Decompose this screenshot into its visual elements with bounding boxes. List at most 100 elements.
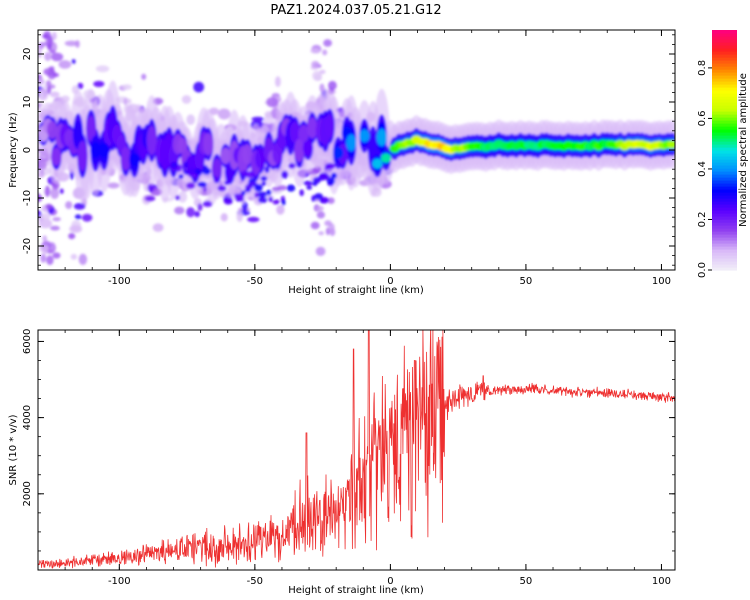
colorbar-step (712, 258, 737, 262)
spectrogram-cell (52, 72, 60, 78)
spectrogram-cell (73, 203, 86, 210)
spectrogram-cell (244, 187, 251, 193)
spectrogram-cell (275, 76, 281, 88)
snr-x-label: Height of straight line (km) (288, 585, 424, 596)
spectrogram-cell (145, 196, 156, 202)
spectrogram-cell (47, 69, 56, 80)
x-tick-label: 0 (387, 276, 393, 287)
spectrogram-cell (312, 177, 321, 184)
spectrogram-cell (98, 142, 110, 158)
colorbar-step (712, 180, 737, 184)
spectrogram-cell (90, 141, 101, 158)
spectrogram-cell (257, 191, 267, 198)
x-tick-label: -100 (108, 276, 131, 287)
spectrogram-cell (217, 108, 231, 120)
spectrogram-cell (667, 140, 675, 149)
snr-series-line (38, 330, 675, 569)
spectrogram-cell (266, 189, 272, 196)
spectrogram-cell (264, 166, 270, 173)
colorbar-step (712, 120, 737, 124)
spectrogram-cell (78, 253, 88, 265)
spectrogram-cell (271, 186, 281, 192)
spectrogram-cell (175, 195, 181, 201)
spectrogram-cell (220, 213, 228, 222)
y-tick-label: 6000 (22, 329, 33, 354)
colorbar-step (712, 42, 737, 46)
spectrogram-cell (39, 91, 44, 99)
spectrogram-cell (359, 129, 370, 143)
spectrogram-cell (40, 253, 47, 263)
colorbar-step (712, 147, 737, 151)
colorbar-tick-label: 0.4 (697, 161, 708, 177)
y-tick-label: 10 (22, 96, 33, 109)
spectrogram-cell (266, 97, 279, 108)
spectrogram-cell (333, 146, 344, 159)
y-tick-label: -10 (22, 190, 33, 206)
colorbar-step (712, 39, 737, 43)
spectrogram-y-label: Frequency (Hz) (8, 112, 19, 188)
spectrogram-cell (129, 153, 140, 167)
spectrogram-cell (319, 196, 330, 204)
spectrogram-cell (177, 137, 188, 154)
spectrogram-cell (52, 217, 61, 222)
spectrogram-cell (261, 181, 267, 186)
colorbar-step (712, 216, 737, 220)
spectrogram-cell (47, 43, 52, 51)
spectrogram-cell (289, 121, 301, 144)
colorbar-step (712, 48, 737, 52)
colorbar-step (712, 96, 737, 100)
spectrogram-cell (299, 189, 305, 197)
spectrogram-cell (44, 52, 52, 61)
colorbar-step (712, 150, 737, 154)
snr-frame (37, 329, 676, 571)
spectrogram-cell (328, 80, 337, 91)
spectrogram-cell (318, 231, 325, 236)
colorbar-step (712, 153, 737, 157)
spectrogram-cell (181, 95, 192, 104)
spectrogram-cell (39, 160, 47, 171)
colorbar-step (712, 132, 737, 136)
spectrogram-cell (46, 255, 54, 266)
spectrogram-cell (251, 116, 265, 122)
colorbar-step (712, 165, 737, 169)
colorbar-step (712, 231, 737, 235)
y-tick-label: 20 (22, 48, 33, 61)
spectrogram-cell (46, 85, 52, 95)
colorbar-step (712, 261, 737, 265)
spectrogram-cell (311, 60, 320, 68)
colorbar-step (712, 138, 737, 142)
spectrogram-cell (276, 204, 285, 215)
colorbar-step (712, 30, 737, 34)
spectrogram-cell (193, 168, 202, 175)
spectrogram-cell (41, 245, 50, 255)
spectrogram-cell (294, 138, 305, 162)
colorbar-step (712, 78, 737, 82)
spectrogram-cell (236, 210, 243, 223)
spectrogram-cell (319, 69, 326, 74)
colorbar-step (712, 93, 737, 97)
y-tick-label: -20 (22, 238, 33, 254)
spectrogram-cell (307, 117, 318, 139)
spectrogram-cell (107, 182, 120, 189)
spectrogram-cell (183, 161, 189, 169)
colorbar-ticks: 0.0 0.2 0.4 0.6 0.8 (697, 60, 712, 278)
spectrogram-cell (40, 213, 51, 221)
spectrogram-cell (316, 211, 325, 219)
x-tick-label: 100 (652, 276, 671, 287)
spectrogram-cell (52, 252, 61, 259)
spectrogram-cell (298, 125, 309, 143)
spectrogram-cell (327, 197, 335, 204)
spectrogram-cell (147, 183, 154, 193)
spectrogram-cell (51, 31, 57, 41)
spectrogram-cell (174, 206, 185, 215)
colorbar-step (712, 117, 737, 121)
y-tick-label: 0 (22, 147, 33, 153)
spectrogram-cell (197, 181, 208, 188)
colorbar-step (712, 201, 737, 205)
spectrogram-cell (120, 146, 131, 171)
x-tick-label: -50 (247, 576, 263, 587)
y-tick-label: 4000 (22, 405, 33, 430)
colorbar-step (712, 114, 737, 118)
colorbar-step (712, 72, 737, 76)
spectrogram-cell (197, 203, 203, 211)
